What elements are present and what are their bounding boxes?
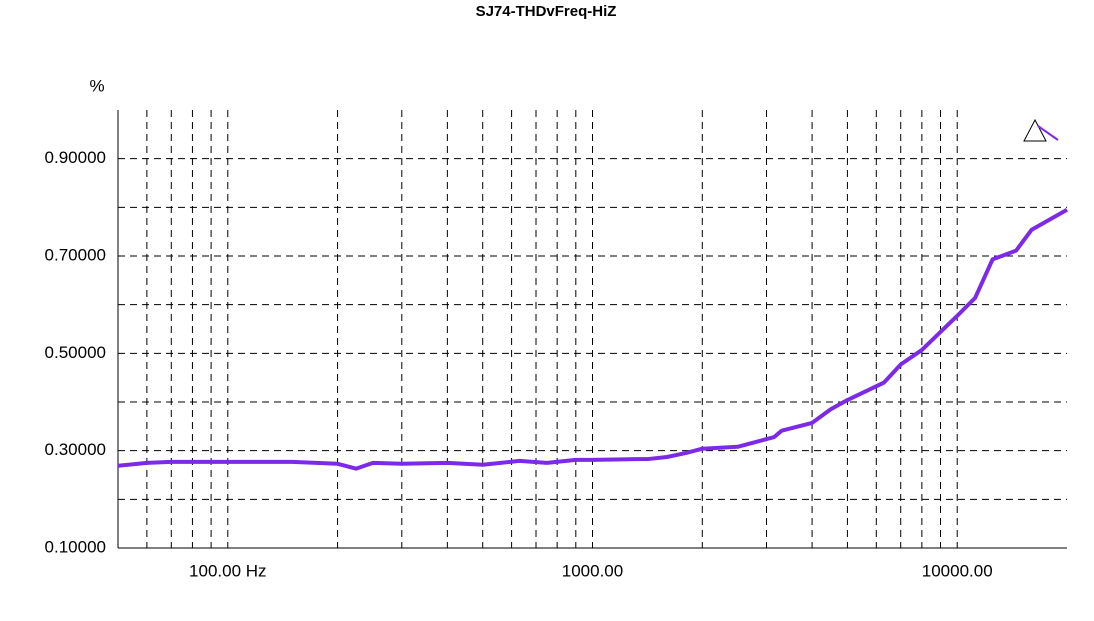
legend-icon — [1023, 118, 1059, 142]
data-line — [117, 208, 1068, 471]
y-tick-label: 0.30000 — [45, 440, 106, 459]
y-axis-label: % — [89, 76, 104, 95]
y-tick-label: 0.50000 — [45, 343, 106, 362]
x-tick-label: 100.00 Hz — [189, 561, 267, 580]
chart-title: SJ74-THDvFreq-HiZ — [476, 3, 617, 20]
y-tick-label: 0.90000 — [45, 148, 106, 167]
x-tick-label: 10000.00 — [922, 561, 993, 580]
y-tick-label: 0.10000 — [45, 537, 106, 556]
y-tick-label: 0.70000 — [45, 245, 106, 264]
x-tick-label: 1000.00 — [562, 561, 623, 580]
